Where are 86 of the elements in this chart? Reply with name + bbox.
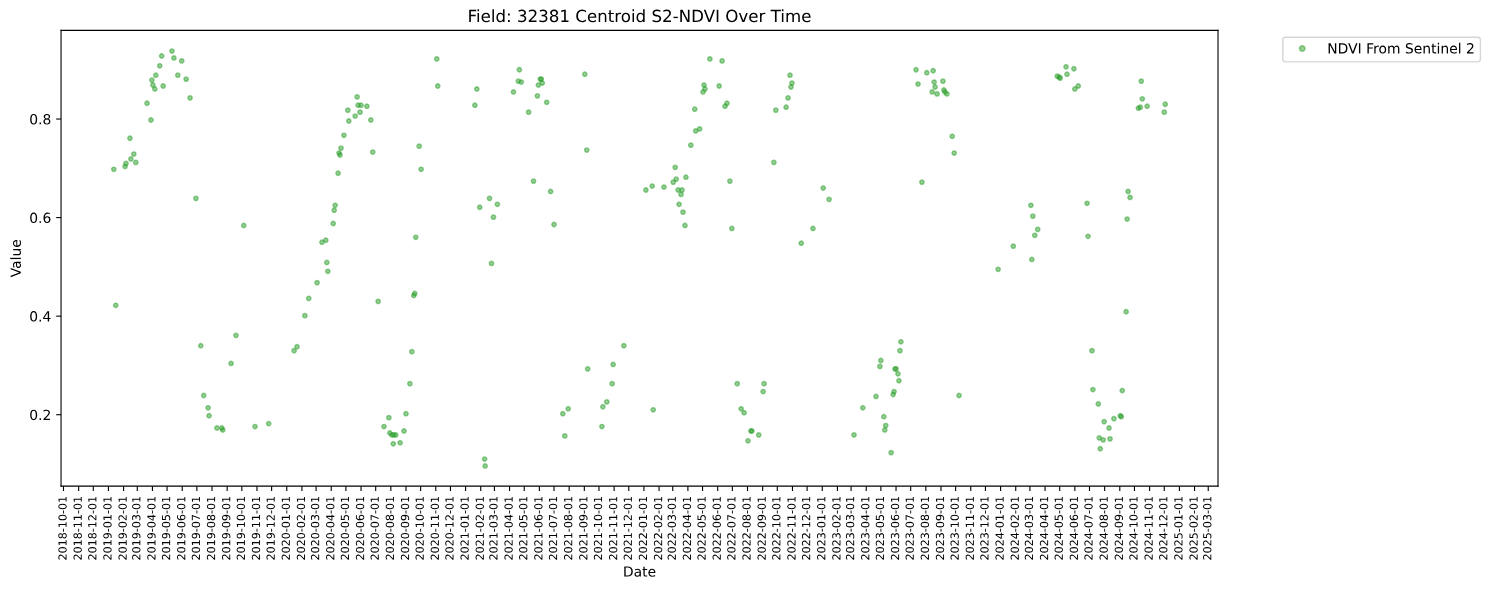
x-tick-label: 2020-11-01 — [430, 496, 440, 560]
x-tick-label: 2022-03-01 — [667, 496, 676, 560]
x-tick-label: 2022-12-01 — [801, 496, 811, 560]
chart-title: Field: 32381 Centroid S2-NDVI Over Time — [469, 9, 811, 23]
x-tick-label: 2020-09-01 — [400, 496, 410, 560]
x-tick-label: 2023-03-01 — [845, 496, 855, 560]
y-tick-label: 0.4 — [30, 311, 51, 322]
x-tick-label: 2019-09-01 — [221, 496, 231, 560]
x-tick-label: 2019-03-01 — [132, 496, 141, 560]
x-tick-label: 2022-05-01 — [697, 496, 706, 560]
x-tick-label: 2024-02-01 — [1010, 496, 1019, 560]
x-tick-label: 2024-09-01 — [1114, 496, 1124, 560]
x-axis-title: Date — [624, 566, 656, 577]
x-tick-label: 2020-01-01 — [281, 496, 290, 560]
x-tick-label: 2023-09-01 — [935, 496, 945, 560]
x-tick-label: 2022-08-01 — [742, 496, 751, 560]
y-tick-label: 0.2 — [30, 409, 50, 421]
x-tick-label: 2024-12-01 — [1159, 496, 1168, 560]
x-tick-label: 2019-12-01 — [266, 496, 275, 560]
x-tick-label: 2019-04-01 — [147, 496, 156, 560]
x-tick-label: 2018-10-01 — [58, 496, 67, 560]
x-tick-label: 2024-11-01 — [1144, 496, 1153, 560]
x-tick-label: 2022-09-01 — [757, 496, 766, 560]
x-tick-label: 2022-10-01 — [772, 496, 781, 560]
x-tick-label: 2019-08-01 — [206, 496, 216, 560]
x-tick-label: 2019-01-01 — [103, 496, 112, 560]
y-tick-label: 0.6 — [30, 212, 51, 224]
x-tick-label: 2020-03-01 — [310, 496, 320, 560]
x-tick-label: 2025-03-01 — [1203, 496, 1212, 560]
x-tick-label: 2021-10-01 — [593, 496, 603, 560]
x-tick-label: 2018-12-01 — [88, 496, 97, 560]
x-tick-label: 2021-11-01 — [608, 496, 618, 560]
x-tick-label: 2023-06-01 — [890, 496, 900, 560]
x-tick-label: 2020-02-01 — [296, 496, 306, 560]
x-tick-label: 2020-04-01 — [326, 496, 335, 560]
x-tick-label: 2020-05-01 — [340, 496, 350, 560]
x-tick-label: 2024-04-01 — [1039, 496, 1049, 560]
x-tick-label: 2022-11-01 — [787, 496, 796, 560]
x-tick-label: 2023-05-01 — [875, 496, 885, 560]
x-tick-label: 2022-07-01 — [727, 496, 736, 560]
x-tick-label: 2024-05-01 — [1054, 496, 1063, 560]
x-tick-label: 2018-11-01 — [73, 496, 82, 560]
x-tick-label: 2020-08-01 — [385, 496, 395, 560]
x-tick-label: 2023-04-01 — [861, 496, 870, 560]
x-tick-label: 2023-12-01 — [980, 496, 989, 560]
x-tick-label: 2024-01-01 — [995, 496, 1004, 560]
x-tick-label: 2019-11-01 — [251, 496, 261, 560]
x-tick-label: 2021-06-01 — [534, 496, 543, 560]
x-tick-label: 2023-10-01 — [950, 496, 959, 560]
x-tick-label: 2021-08-01 — [563, 496, 573, 560]
x-tick-label: 2022-02-01 — [653, 496, 663, 560]
x-tick-label: 2024-03-01 — [1024, 496, 1034, 560]
y-tick-label: 0.8 — [30, 114, 51, 125]
x-tick-label: 2021-12-01 — [623, 496, 632, 560]
x-tick-label: 2019-06-01 — [177, 496, 186, 560]
x-tick-label: 2025-02-01 — [1189, 496, 1198, 560]
x-tick-label: 2024-08-01 — [1099, 496, 1108, 560]
x-tick-label: 2022-04-01 — [682, 496, 692, 560]
x-tick-label: 2021-04-01 — [504, 496, 513, 560]
x-tick-label: 2025-01-01 — [1174, 496, 1183, 560]
x-tick-label: 2024-07-01 — [1084, 496, 1093, 560]
x-tick-label: 2024-06-01 — [1069, 496, 1079, 560]
x-tick-label: 2024-10-01 — [1129, 496, 1138, 560]
x-tick-label: 2023-07-01 — [905, 496, 914, 560]
y-axis-title: Value — [10, 239, 21, 278]
x-tick-label: 2022-01-01 — [638, 496, 648, 560]
x-tick-label: 2021-02-01 — [475, 496, 484, 560]
x-tick-label: 2020-12-01 — [445, 496, 454, 560]
x-tick-label: 2021-07-01 — [548, 496, 558, 560]
x-tick-label: 2019-05-01 — [161, 496, 171, 560]
x-tick-label: 2022-06-01 — [712, 496, 721, 560]
x-tick-label: 2023-02-01 — [832, 496, 841, 560]
x-tick-label: 2020-07-01 — [370, 496, 379, 560]
legend-label: NDVI From Sentinel 2 — [1328, 42, 1474, 54]
x-tick-label: 2019-02-01 — [118, 496, 127, 560]
x-tick-label: 2019-10-01 — [236, 496, 246, 560]
x-tick-label: 2021-05-01 — [519, 496, 528, 560]
x-tick-label: 2023-08-01 — [920, 496, 930, 560]
x-tick-label: 2020-10-01 — [415, 496, 424, 560]
x-tick-label: 2023-01-01 — [817, 496, 826, 560]
x-tick-label: 2021-03-01 — [489, 496, 498, 560]
x-tick-label: 2021-01-01 — [460, 496, 469, 560]
x-tick-label: 2019-07-01 — [191, 496, 201, 560]
x-tick-label: 2021-09-01 — [579, 496, 588, 560]
x-tick-label: 2020-06-01 — [355, 496, 365, 560]
x-tick-label: 2023-11-01 — [965, 496, 975, 560]
